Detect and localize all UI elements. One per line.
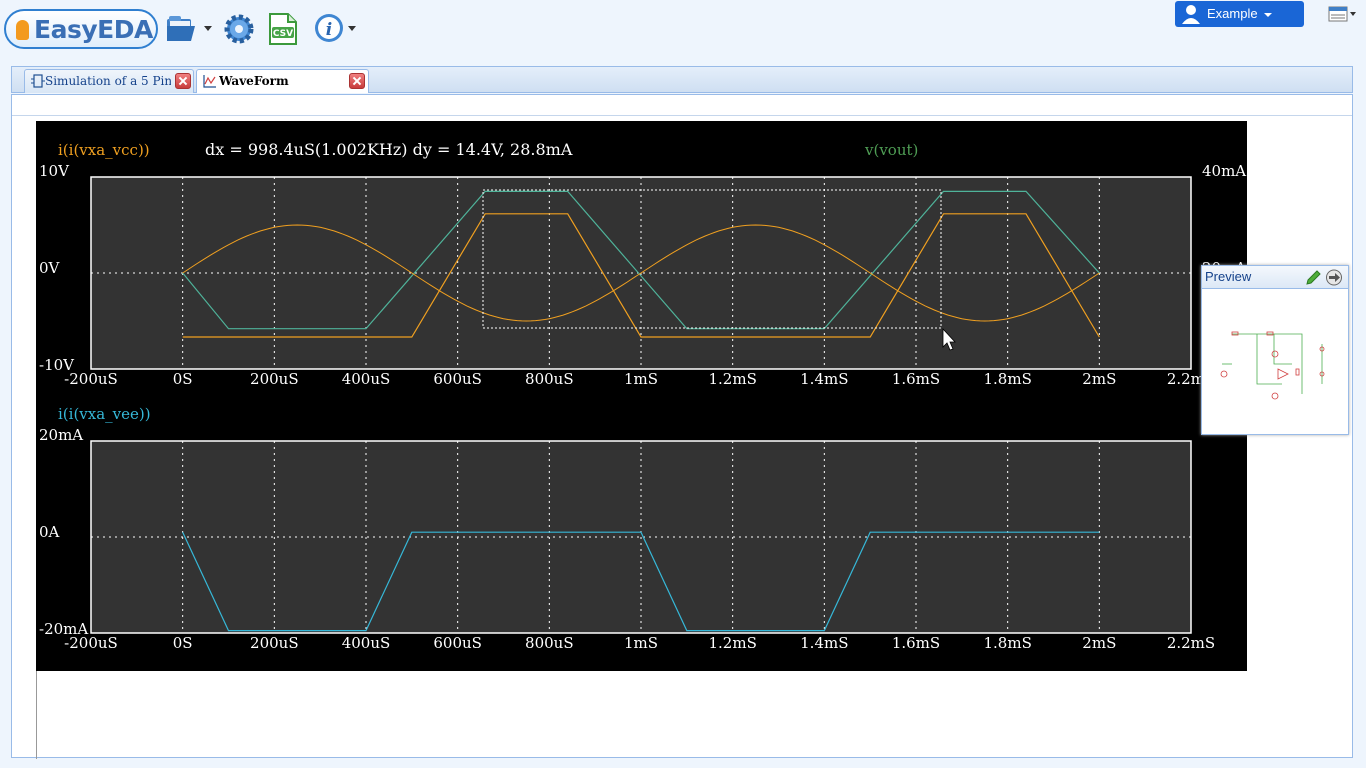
waveform-canvas[interactable]: i(i(vxa_vcc)) dx = 998.4uS(1.002KHz) dy =… [36, 121, 1247, 671]
document-tab-bar: Simulation of a 5 Pin ... WaveForm [11, 66, 1353, 93]
x-tick-label: 1.2mS [708, 370, 756, 388]
x-tick-label: -200uS [64, 634, 118, 652]
easyeda-logo[interactable]: EasyEDA [4, 9, 158, 49]
x-tick-label: 200uS [250, 370, 299, 388]
info-dropdown-caret[interactable] [348, 26, 356, 31]
y-tick-label: 20mA [39, 426, 83, 444]
csv-export-icon[interactable]: CSV [266, 12, 300, 46]
schematic-icon [31, 74, 45, 88]
preview-header: Preview [1202, 266, 1348, 289]
tab-label: Simulation of a 5 Pin ... [45, 74, 171, 88]
input-sine-trace [182, 224, 1100, 322]
zoom-selection-box [482, 189, 942, 329]
x-tick-label: 800uS [525, 634, 574, 652]
info-icon[interactable]: i [312, 12, 346, 46]
y-tick-label: 0A [39, 523, 60, 541]
trace-label-vcc: i(i(vxa_vcc)) [58, 141, 150, 159]
bulb-icon [16, 20, 29, 40]
x-tick-label: 1.2mS [708, 634, 756, 652]
window-menu-icon[interactable] [1328, 6, 1348, 22]
open-arrow-icon[interactable] [1325, 269, 1343, 286]
window-menu-caret[interactable] [1350, 12, 1356, 16]
splitter-handle[interactable] [0, 404, 4, 414]
x-tick-label: 2mS [1082, 634, 1116, 652]
x-tick-label: 1.4mS [800, 634, 848, 652]
x-tick-label: 600uS [433, 634, 482, 652]
x-tick-label: 1.8mS [983, 370, 1031, 388]
x-tick-label: 1mS [624, 370, 658, 388]
pencil-icon[interactable] [1305, 269, 1322, 286]
gear-icon[interactable] [222, 12, 256, 46]
waveform-panel: i(i(vxa_vcc)) dx = 998.4uS(1.002KHz) dy =… [11, 94, 1353, 759]
vout-voltage-trace [182, 190, 1100, 330]
tab-waveform[interactable]: WaveForm [196, 69, 369, 93]
trace-label-vee: i(i(vxa_vee)) [58, 405, 151, 423]
x-tick-label: 600uS [433, 370, 482, 388]
preview-title: Preview [1205, 269, 1252, 284]
left-border [36, 671, 37, 759]
y-tick-label: -20mA [39, 620, 88, 638]
x-tick-label: 1.8mS [983, 634, 1031, 652]
schematic-thumbnail [1220, 331, 1325, 400]
x-tick-label: 0S [173, 634, 193, 652]
close-icon[interactable] [349, 73, 365, 89]
chevron-down-icon [1264, 13, 1272, 17]
folder-dropdown-caret[interactable] [204, 26, 212, 31]
top-toolbar: EasyEDA CSV i Example [0, 0, 1366, 62]
svg-text:i: i [326, 20, 332, 40]
y2-tick-label: 40mA [1202, 162, 1246, 180]
y-tick-label: -10V [39, 356, 75, 374]
waveform-viewer[interactable]: i(i(vxa_vcc)) dx = 998.4uS(1.002KHz) dy =… [36, 121, 1247, 671]
x-tick-label: -200uS [64, 370, 118, 388]
panel-divider [12, 115, 1352, 116]
logo-text: EasyEDA [34, 15, 153, 44]
x-tick-label: 800uS [525, 370, 574, 388]
x-tick-label: 1.6mS [892, 370, 940, 388]
vcc-current-trace [182, 213, 1100, 338]
waveform-icon [203, 75, 216, 88]
x-tick-label: 0S [173, 370, 193, 388]
folder-open-icon[interactable] [164, 12, 198, 46]
user-name: Example [1207, 6, 1258, 21]
x-tick-label: 200uS [250, 634, 299, 652]
preview-panel[interactable]: Preview [1201, 265, 1349, 435]
x-tick-label: 1.4mS [800, 370, 848, 388]
x-tick-label: 1mS [624, 634, 658, 652]
x-tick-label: 1.6mS [892, 634, 940, 652]
tab-label: WaveForm [219, 74, 289, 88]
user-icon [1182, 5, 1200, 24]
y-tick-label: 10V [39, 162, 70, 180]
trace-label-vout: v(vout) [864, 141, 918, 159]
x-tick-label: 2.2mS [1167, 634, 1215, 652]
x-tick-label: 400uS [342, 634, 391, 652]
user-menu-button[interactable]: Example [1175, 1, 1304, 27]
mouse-cursor-icon [942, 327, 956, 351]
vee-current-trace [182, 531, 1100, 632]
x-tick-label: 400uS [342, 370, 391, 388]
x-tick-label: 2mS [1082, 370, 1116, 388]
csv-label: CSV [273, 29, 293, 39]
close-icon[interactable] [175, 73, 191, 89]
measurement-readout: dx = 998.4uS(1.002KHz) dy = 14.4V, 28.8m… [205, 140, 573, 159]
tab-simulation-schematic[interactable]: Simulation of a 5 Pin ... [24, 69, 194, 93]
y-tick-label: 0V [39, 259, 61, 277]
